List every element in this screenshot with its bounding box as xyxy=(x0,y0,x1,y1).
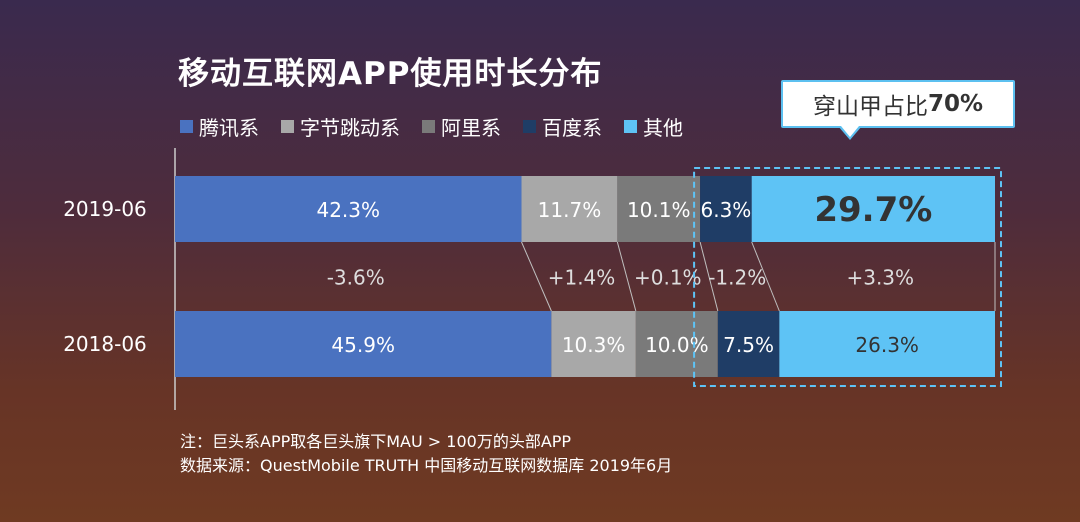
data-label: 42.3% xyxy=(316,198,380,222)
bar-segment xyxy=(700,176,752,242)
highlight-box xyxy=(693,167,1002,387)
category-label: 2018-06 xyxy=(63,332,147,356)
connector-line xyxy=(521,241,552,312)
callout-box: 穿山甲占比 70% xyxy=(781,80,1015,128)
legend-item: 字节跳动系 xyxy=(281,112,400,141)
legend-label: 百度系 xyxy=(542,116,602,140)
legend-item: 其他 xyxy=(624,112,683,141)
data-label: 45.9% xyxy=(331,333,395,357)
legend-item: 腾讯系 xyxy=(180,112,259,141)
callout-prefix: 穿山甲占比 xyxy=(812,94,928,120)
bar-segment xyxy=(175,311,552,377)
change-label: -3.6% xyxy=(327,266,385,290)
legend-swatch xyxy=(523,120,536,133)
data-label: 6.3% xyxy=(700,198,751,222)
bar-segment xyxy=(521,176,618,242)
source-line: 数据来源：QuestMobile TRUTH 中国移动互联网数据库 2019年6… xyxy=(180,456,673,475)
bar-segment xyxy=(779,311,995,377)
chart-title: 移动互联网APP使用时长分布 xyxy=(178,56,603,92)
data-label: 7.5% xyxy=(723,333,774,357)
legend-item: 百度系 xyxy=(523,112,602,141)
change-label: -1.2% xyxy=(708,266,766,290)
data-label: 26.3% xyxy=(855,333,919,357)
change-label: +3.3% xyxy=(846,266,914,290)
change-label: +1.4% xyxy=(548,266,616,290)
legend-swatch xyxy=(624,120,637,133)
connector-line xyxy=(699,241,719,312)
callout-value: 70% xyxy=(927,91,984,117)
legend-item: 阿里系 xyxy=(422,112,501,141)
data-label: 10.3% xyxy=(562,333,626,357)
legend-swatch xyxy=(180,120,193,133)
legend-label: 腾讯系 xyxy=(199,116,259,140)
callout-arrow-inner xyxy=(841,126,859,137)
legend-label: 其他 xyxy=(643,116,683,140)
data-label: 10.1% xyxy=(627,198,691,222)
legend: 腾讯系 字节跳动系 阿里系 百度系 其他 xyxy=(180,112,683,141)
connector-line xyxy=(616,241,637,312)
bar-segment xyxy=(635,311,718,377)
bar-segment xyxy=(551,311,636,377)
legend-swatch xyxy=(422,120,435,133)
legend-label: 字节跳动系 xyxy=(300,116,400,140)
data-label: 29.7% xyxy=(814,190,932,230)
connector-line xyxy=(751,241,780,312)
data-label: 10.0% xyxy=(645,333,709,357)
note-line: 注：巨头系APP取各巨头旗下MAU > 100万的头部APP xyxy=(180,432,572,451)
footnotes: 注：巨头系APP取各巨头旗下MAU > 100万的头部APP 数据来源：Ques… xyxy=(180,430,672,478)
change-label: +0.1% xyxy=(634,266,702,290)
data-label: 11.7% xyxy=(538,198,602,222)
bar-segment xyxy=(751,176,995,242)
bar-segment xyxy=(175,176,522,242)
legend-label: 阿里系 xyxy=(441,116,501,140)
legend-swatch xyxy=(281,120,294,133)
bar-segment xyxy=(617,176,701,242)
bar-segment xyxy=(717,311,780,377)
category-label: 2019-06 xyxy=(63,197,147,221)
